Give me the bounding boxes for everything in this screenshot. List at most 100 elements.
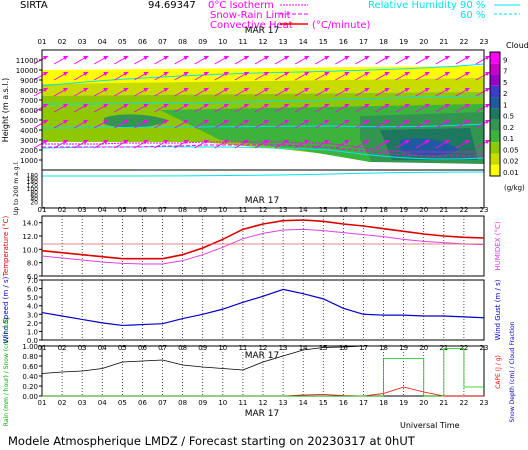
date-label-bottom: MAR 17 bbox=[245, 409, 280, 419]
colorbar-swatch bbox=[490, 164, 500, 176]
wind-arrowhead bbox=[304, 140, 310, 144]
wind-arrowhead bbox=[404, 88, 410, 92]
cloud-ytick-label: 5000 bbox=[20, 117, 38, 125]
hour-label-top: 16 bbox=[339, 38, 348, 46]
wind-arrowhead bbox=[143, 140, 149, 144]
temperature-panel-ytick-label: 10.0 bbox=[22, 246, 38, 254]
wind-arrowhead bbox=[344, 104, 350, 108]
rain-panel-ytick-label: 0.40 bbox=[22, 373, 38, 381]
hour-label: 05 bbox=[118, 206, 127, 214]
temperature-panel-ytick-label: 14.0 bbox=[22, 220, 38, 228]
wind-arrowhead bbox=[324, 120, 330, 124]
cape-ylabel: CAPE (J / g) bbox=[495, 355, 502, 389]
colorbar-swatch bbox=[490, 74, 500, 86]
wind-arrowhead bbox=[223, 120, 229, 124]
hour-label-bottom: 03 bbox=[78, 399, 87, 407]
hour-label-mid: 17 bbox=[359, 344, 368, 352]
wind-arrowhead bbox=[384, 88, 390, 92]
wind-arrowhead bbox=[63, 140, 69, 144]
wind-arrowhead bbox=[324, 104, 330, 108]
wind-arrowhead bbox=[464, 104, 470, 108]
rain-panel-ytick-label: 0.60 bbox=[22, 363, 38, 371]
wind-arrowhead bbox=[304, 104, 310, 108]
wind-speed-ylabel: Wind Speed (m / s) bbox=[2, 276, 10, 343]
hour-label-top: 09 bbox=[198, 38, 207, 46]
wind-arrowhead bbox=[63, 56, 69, 60]
wind-arrowhead bbox=[83, 104, 89, 108]
wind-arrowhead bbox=[344, 72, 350, 76]
wind-arrowhead bbox=[223, 56, 229, 60]
hour-label-mid: 21 bbox=[439, 344, 448, 352]
colorbar-swatch bbox=[490, 142, 500, 154]
wind-arrowhead bbox=[284, 140, 290, 144]
hour-label-mid: 10 bbox=[218, 344, 227, 352]
colorbar-tick-label: 0.05 bbox=[503, 146, 519, 154]
wind-panel-ytick-label: 4.0 bbox=[27, 303, 38, 311]
wind-arrowhead bbox=[424, 88, 430, 92]
wind-arrowhead bbox=[243, 72, 249, 76]
hour-label-top: 01 bbox=[38, 38, 47, 46]
wind-arrowhead bbox=[163, 104, 169, 108]
hour-label-top: 06 bbox=[138, 38, 147, 46]
colorbar-swatch bbox=[490, 153, 500, 165]
hour-label-top: 19 bbox=[399, 38, 408, 46]
hour-label-mid: 07 bbox=[158, 344, 167, 352]
forecast-title: Modele Atmospherique LMDZ / Forecast sta… bbox=[8, 434, 416, 448]
temperature-panel-ytick-label: 6.0 bbox=[27, 273, 38, 281]
series-rain bbox=[41, 345, 484, 374]
coords-label: 94.69347 bbox=[148, 0, 196, 11]
wind-arrowhead bbox=[103, 88, 109, 92]
rain-panel-ytick-label: 1.00 bbox=[22, 343, 38, 351]
wind-arrowhead bbox=[43, 120, 48, 124]
wind-arrowhead bbox=[284, 88, 290, 92]
wind-arrowhead bbox=[143, 88, 149, 92]
wind-arrowhead bbox=[444, 56, 450, 60]
hour-label-bottom: 21 bbox=[439, 399, 448, 407]
wind-arrowhead bbox=[424, 120, 430, 124]
wind-arrowhead bbox=[63, 88, 69, 92]
rh-contour bbox=[41, 171, 485, 177]
cloud-ytick-label: 10000 bbox=[16, 67, 38, 75]
wind-arrowhead bbox=[444, 120, 450, 124]
hour-label-top: 05 bbox=[118, 38, 127, 46]
wind-arrowhead bbox=[324, 56, 330, 60]
hour-label: 18 bbox=[379, 206, 388, 214]
hour-label-top: 03 bbox=[78, 38, 87, 46]
colorbar-tick-label: 5 bbox=[503, 79, 507, 87]
wind-arrowhead bbox=[485, 88, 490, 92]
wind-arrowhead bbox=[183, 56, 189, 60]
hour-label-bottom: 02 bbox=[58, 399, 67, 407]
legend-snow-label: Snow-Rain Limit bbox=[210, 10, 291, 21]
wind-arrowhead bbox=[444, 104, 450, 108]
colorbar-swatch bbox=[490, 97, 500, 109]
wind-arrowhead bbox=[264, 88, 269, 92]
wind-arrowhead bbox=[183, 104, 189, 108]
hour-label: 16 bbox=[339, 206, 348, 214]
hour-label-mid: 08 bbox=[178, 344, 187, 352]
wind-arrowhead bbox=[243, 88, 249, 92]
wind-arrowhead bbox=[264, 56, 269, 60]
series-temperature bbox=[41, 219, 485, 260]
hour-label-bottom: 13 bbox=[279, 399, 288, 407]
hour-label-mid: 16 bbox=[339, 344, 348, 352]
cloud-ytick-lower-label: 20 bbox=[30, 200, 38, 207]
cloud-ytick-label: 8000 bbox=[20, 87, 38, 95]
colorbar-tick-label: 0.02 bbox=[503, 158, 519, 166]
colorbar-tick-label: 9 bbox=[503, 56, 507, 64]
wind-arrowhead bbox=[384, 56, 390, 60]
colorbar-swatch bbox=[490, 52, 500, 64]
temperature-ylabel: Temperature (°C) bbox=[2, 216, 10, 278]
wind-arrowhead bbox=[444, 88, 450, 92]
wind-arrowhead bbox=[485, 120, 490, 124]
colorbar-tick-label: 0.5 bbox=[503, 113, 514, 121]
wind-arrowhead bbox=[344, 120, 350, 124]
cloud-ytick-lower-label: 140 bbox=[27, 179, 39, 186]
hour-label-mid: 06 bbox=[138, 344, 147, 352]
hour-label: 22 bbox=[459, 206, 468, 214]
wind-arrowhead bbox=[103, 104, 109, 108]
wind-arrowhead bbox=[485, 56, 490, 60]
wind-arrowhead bbox=[344, 140, 350, 144]
wind-arrowhead bbox=[43, 72, 48, 76]
wind-arrowhead bbox=[284, 120, 290, 124]
hour-label: 12 bbox=[259, 206, 268, 214]
